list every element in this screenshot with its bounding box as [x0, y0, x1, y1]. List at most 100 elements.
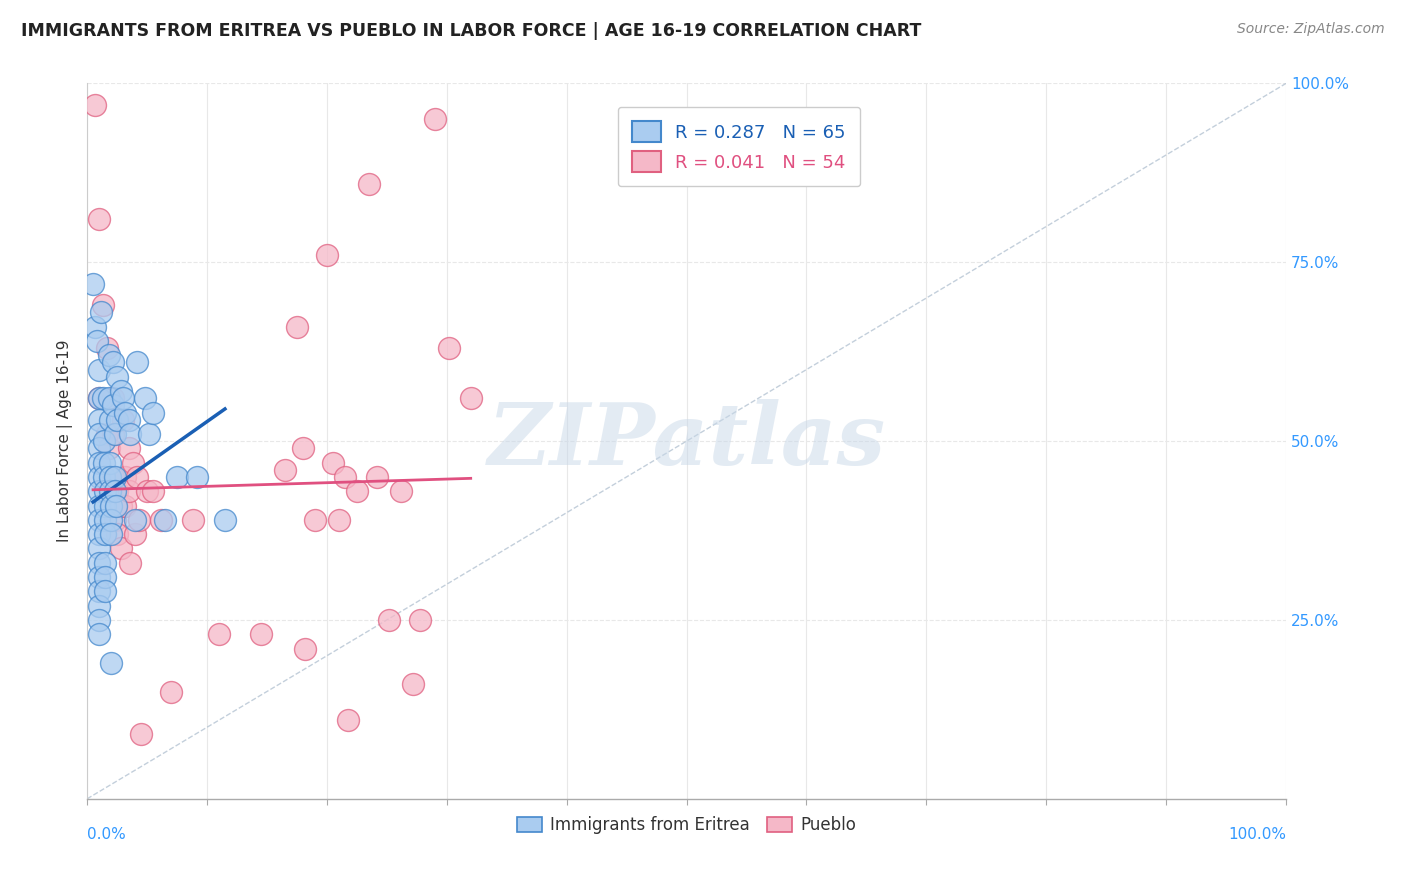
Point	[87, 362, 110, 376]
Point	[94, 513, 117, 527]
Point	[437, 341, 460, 355]
Point	[87, 627, 110, 641]
Point	[87, 212, 110, 227]
Point	[315, 248, 337, 262]
Point	[96, 427, 118, 442]
Point	[124, 513, 146, 527]
Point	[124, 527, 146, 541]
Point	[87, 442, 110, 456]
Point	[120, 427, 142, 442]
Point	[105, 369, 128, 384]
Point	[346, 484, 368, 499]
Point	[100, 499, 122, 513]
Legend: Immigrants from Eritrea, Pueblo: Immigrants from Eritrea, Pueblo	[510, 809, 863, 840]
Point	[103, 427, 125, 442]
Text: 0.0%: 0.0%	[87, 828, 125, 842]
Point	[100, 527, 122, 541]
Point	[97, 391, 120, 405]
Point	[93, 470, 115, 484]
Point	[322, 456, 344, 470]
Point	[90, 305, 112, 319]
Point	[87, 541, 110, 556]
Point	[94, 527, 117, 541]
Point	[98, 484, 121, 499]
Point	[87, 391, 110, 405]
Point	[103, 391, 125, 405]
Point	[402, 677, 425, 691]
Point	[114, 470, 136, 484]
Point	[87, 556, 110, 570]
Point	[153, 513, 176, 527]
Point	[423, 112, 446, 127]
Text: IMMIGRANTS FROM ERITREA VS PUEBLO IN LABOR FORCE | AGE 16-19 CORRELATION CHART: IMMIGRANTS FROM ERITREA VS PUEBLO IN LAB…	[21, 22, 921, 40]
Point	[110, 541, 132, 556]
Point	[94, 484, 117, 499]
Point	[105, 484, 128, 499]
Point	[337, 713, 360, 727]
Point	[112, 412, 135, 426]
Point	[87, 513, 110, 527]
Point	[87, 484, 110, 499]
Point	[104, 427, 127, 442]
Point	[120, 556, 142, 570]
Point	[285, 319, 308, 334]
Point	[142, 484, 165, 499]
Point	[87, 456, 110, 470]
Point	[409, 613, 432, 627]
Point	[160, 684, 183, 698]
Point	[378, 613, 401, 627]
Point	[104, 513, 127, 527]
Point	[460, 391, 482, 405]
Point	[87, 391, 110, 405]
Point	[129, 727, 152, 741]
Point	[87, 499, 110, 513]
Point	[328, 513, 350, 527]
Point	[103, 398, 125, 412]
Point	[118, 412, 141, 426]
Point	[84, 98, 107, 112]
Point	[87, 584, 110, 599]
Point	[97, 348, 120, 362]
Point	[93, 456, 115, 470]
Point	[93, 434, 115, 449]
Point	[98, 456, 121, 470]
Point	[142, 405, 165, 419]
Point	[389, 484, 412, 499]
Point	[98, 470, 121, 484]
Point	[87, 570, 110, 584]
Point	[128, 513, 150, 527]
Point	[134, 391, 156, 405]
Text: Source: ZipAtlas.com: Source: ZipAtlas.com	[1237, 22, 1385, 37]
Point	[186, 470, 208, 484]
Point	[100, 513, 122, 527]
Point	[104, 470, 127, 484]
Point	[94, 556, 117, 570]
Point	[97, 442, 120, 456]
Point	[118, 442, 141, 456]
Point	[274, 463, 297, 477]
Point	[87, 427, 110, 442]
Point	[104, 499, 127, 513]
Point	[96, 341, 118, 355]
Point	[104, 484, 127, 499]
Point	[366, 470, 388, 484]
Point	[138, 427, 160, 442]
Point	[150, 513, 173, 527]
Point	[333, 470, 356, 484]
Point	[87, 470, 110, 484]
Point	[208, 627, 231, 641]
Point	[291, 442, 314, 456]
Point	[357, 177, 380, 191]
Point	[94, 499, 117, 513]
Point	[103, 470, 125, 484]
Point	[84, 319, 107, 334]
Point	[214, 513, 236, 527]
Point	[127, 470, 149, 484]
Point	[100, 656, 122, 670]
Point	[136, 484, 159, 499]
Point	[294, 641, 316, 656]
Point	[91, 391, 114, 405]
Point	[166, 470, 188, 484]
Point	[94, 584, 117, 599]
Point	[110, 499, 132, 513]
